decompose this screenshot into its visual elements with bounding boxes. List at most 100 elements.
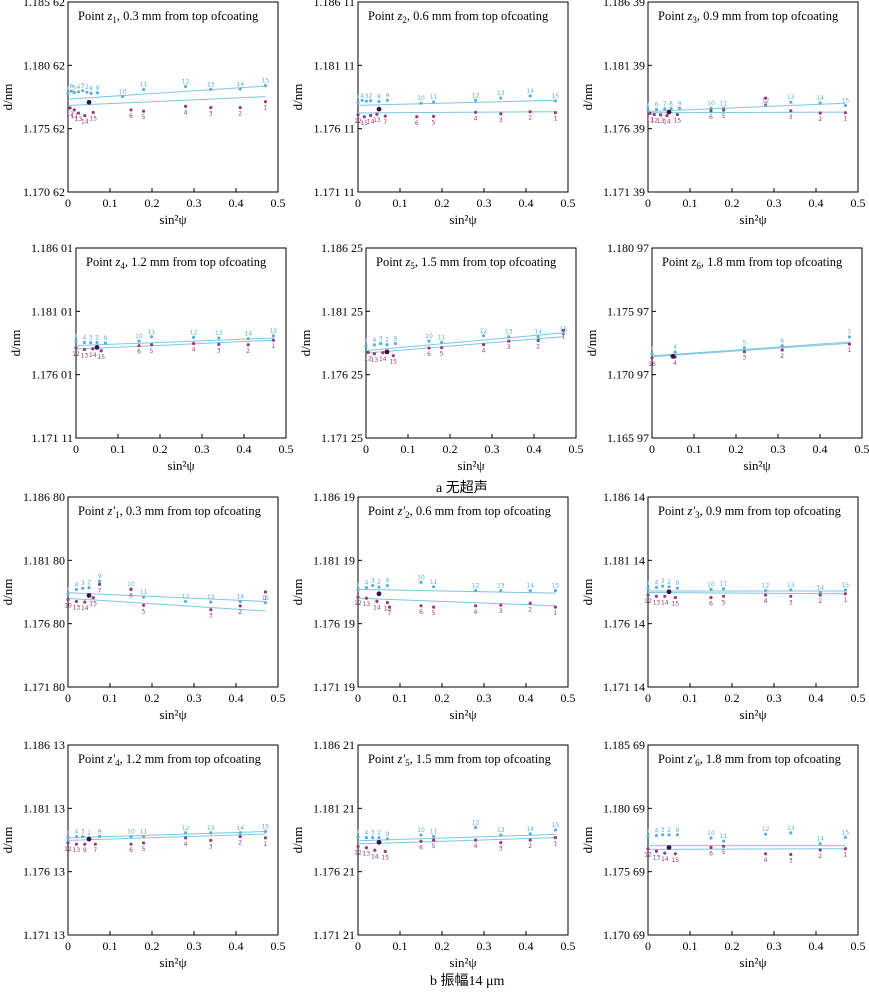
data-point-upper [85,90,89,94]
y-tick-label: 1.176 13 [23,865,65,879]
data-point-upper [419,101,423,105]
point-label: 11 [720,581,728,588]
point-label: 5 [440,351,444,358]
data-point-lower [137,344,141,348]
point-label: 3 [499,608,503,615]
point-label: 5 [150,348,154,355]
point-label: 13 [787,582,795,589]
data-point-lower [373,848,377,852]
panel-title: Point z2, 0.6 mm from top ofcoating [368,9,549,25]
data-point-upper [66,836,70,840]
y-axis-label: d/nm [580,84,595,111]
point-label: 12 [182,825,190,832]
data-point-upper [553,99,558,103]
data-point-lower [381,351,385,355]
data-point-lower [383,849,387,854]
y-tick-label: 1.180 62 [23,58,65,72]
data-point-lower [528,838,532,842]
point-label: 15 [842,582,850,589]
point-label: 15 [89,115,97,122]
data-point-upper [764,589,768,593]
data-point-lower [474,110,478,114]
point-label: 1 [271,343,275,350]
point-label: 1 [356,94,360,101]
data-point-lower [91,596,95,600]
y-axis-label: d/nm [0,84,15,111]
point-label: 11 [646,116,654,123]
plot-frame [651,247,863,439]
point-label: 1 [561,333,565,340]
x-tick-label: 0.5 [271,691,286,705]
data-point-upper [369,99,373,103]
x-tick-label: 0.3 [477,691,492,705]
point-label: 2 [818,116,822,123]
plot-frame [647,1,859,193]
point-label: 16 [648,361,656,368]
y-tick-label: 1.176 14 [603,617,645,631]
point-label: 4 [360,92,364,99]
y-tick-label: 1.176 01 [31,368,73,382]
point-label: 4 [364,579,368,586]
x-tick-label: 0.5 [271,939,286,953]
fit-line-lower [67,597,266,612]
point-label: 2 [667,579,671,586]
x-tick-label: 0.2 [725,691,740,705]
point-label: 9 [385,578,389,585]
point-label: 6 [129,113,133,120]
point-label: 8 [669,101,673,108]
y-tick-label: 1.175 69 [603,865,645,879]
point-label: 3 [789,114,793,121]
point-label: 3 [209,843,213,850]
data-point-lower [375,112,379,116]
data-point-lower [652,113,656,117]
x-tick-label: 0.1 [393,196,408,210]
data-point-lower [184,836,188,840]
y-tick-label: 1.176 39 [603,122,645,136]
data-point-lower [72,108,76,112]
data-point-lower [142,603,146,607]
x-tick-label: 0.5 [561,939,576,953]
y-tick-label: 1.181 14 [603,553,645,567]
data-point-lower [780,348,784,352]
data-point-lower [789,594,793,598]
x-tick-label: 0.5 [561,196,576,210]
data-point-upper [843,103,848,108]
data-point-lower [818,848,822,852]
panel-title: Point z6, 1.8 mm from top ofcoating [662,255,843,271]
data-point-upper [66,92,70,96]
y-tick-label: 1.171 25 [321,431,363,445]
y-tick-label: 1.170 62 [23,185,65,199]
x-tick-label: 0.2 [443,442,458,456]
data-point-upper [89,341,93,345]
data-point-upper [95,91,99,95]
point-label: 5 [722,849,726,856]
point-label: 2 [377,579,381,586]
overlap-point [666,589,672,595]
data-point-upper [427,339,431,343]
data-point-upper [364,835,368,840]
y-tick-label: 1.170 97 [607,368,649,382]
data-point-upper [432,585,436,589]
plot-frame [647,496,859,688]
data-point-lower [432,838,436,842]
data-point-upper [709,587,713,591]
data-point-upper [818,101,822,105]
caption-b: b 振幅14 μm [430,974,505,989]
data-point-lower [385,601,389,605]
x-tick-label: 0.5 [851,939,866,953]
y-tick-label: 1.185 69 [603,738,645,752]
x-tick-label: 0.2 [153,442,168,456]
data-point-upper [661,833,665,837]
point-label: 5 [142,114,146,121]
point-label: 12 [190,329,198,336]
panel-title: Point z'1, 0.3 mm from top ofcoating [78,504,262,520]
data-point-lower [419,604,423,608]
point-label: 4 [474,115,478,122]
y-tick-label: 1.176 25 [321,368,363,382]
x-tick-label: 0.2 [145,939,160,953]
point-label: 12 [354,600,362,607]
y-tick-label: 1.186 21 [313,738,355,752]
point-label: 7 [93,847,97,854]
data-point-lower [499,841,503,845]
fit-line-lower [67,833,266,841]
